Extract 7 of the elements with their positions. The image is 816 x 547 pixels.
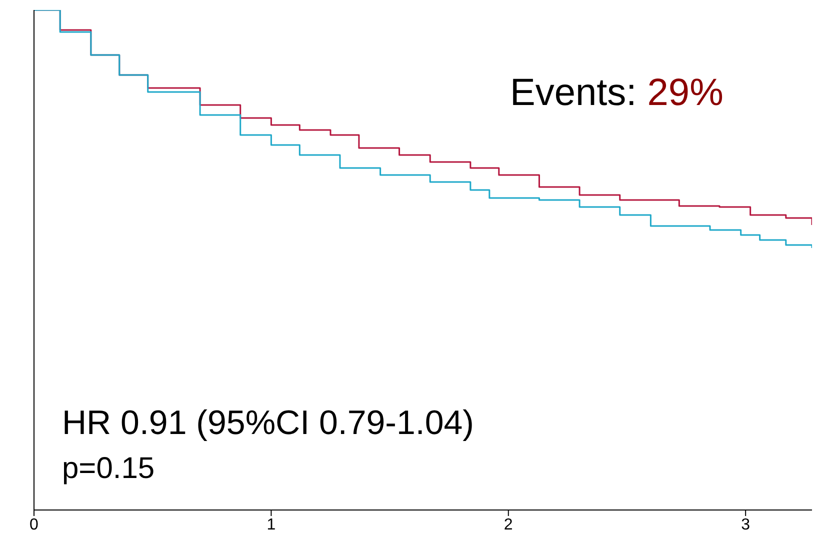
x-tick-label: 2 [504,516,513,534]
annotation: HR 0.91 (95%CI 0.79-1.04) [62,404,474,443]
x-tick-label: 0 [30,516,39,534]
annotation: p=0.15 [62,452,155,486]
annotation: Events: 29% [510,72,724,115]
x-tick-label: 1 [266,516,276,534]
x-tick-label: 3 [741,516,750,534]
